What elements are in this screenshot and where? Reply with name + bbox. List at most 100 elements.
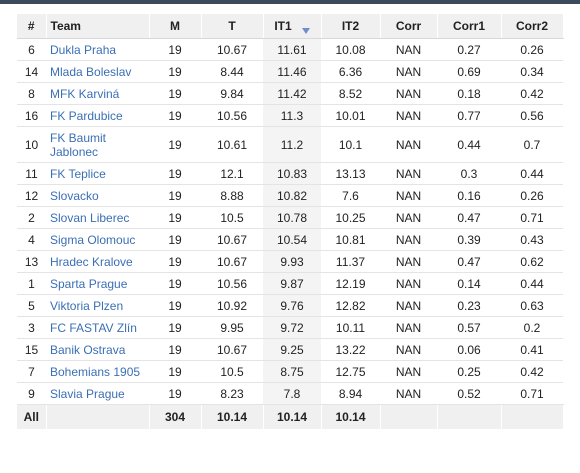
table-row: 2 Slovan Liberec 19 10.5 10.78 10.25 NAN 0.47 0.…	[17, 206, 563, 229]
it2-cell: 12.82	[321, 294, 380, 317]
team-link[interactable]: Banik Ostrava	[46, 338, 149, 361]
corr-cell: NAN	[380, 272, 437, 295]
column-header-t[interactable]: T	[201, 14, 264, 39]
corr-cell: NAN	[380, 316, 437, 339]
it2-cell: 11.37	[321, 250, 380, 273]
corr1-cell: 0.27	[437, 38, 501, 61]
table-row: 15 Banik Ostrava 19 10.67 9.25 13.22 NAN 0.06 0.…	[17, 338, 563, 361]
team-link[interactable]: Bohemians 1905	[46, 360, 149, 383]
t-cell: 10.67	[201, 250, 263, 273]
matches-cell: 19	[149, 250, 201, 273]
header-row: # Team M T IT1 IT2 Corr Corr1 Corr2	[17, 14, 564, 39]
table-row: 13 Hradec Kralove 19 10.67 9.93 11.37 NAN 0.47 0…	[17, 250, 563, 273]
column-header-rank[interactable]: #	[17, 14, 47, 39]
totals-label: All	[17, 404, 47, 429]
corr2-cell: 0.34	[501, 60, 563, 83]
t-cell: 9.84	[201, 82, 263, 105]
column-header-label: IT2	[341, 19, 360, 33]
table-footer: All 304 10.14 10.14 10.14	[17, 404, 564, 429]
t-cell: 8.44	[201, 60, 263, 83]
column-header-m[interactable]: M	[149, 14, 202, 39]
corr1-cell: 0.25	[437, 360, 501, 383]
column-header-label: Corr1	[452, 19, 485, 33]
it2-cell: 12.19	[321, 272, 380, 295]
rank-cell: 6	[17, 38, 46, 61]
rank-cell: 8	[17, 82, 46, 105]
matches-cell: 19	[149, 272, 201, 295]
corr-cell: NAN	[380, 228, 437, 251]
t-cell: 8.88	[201, 184, 263, 207]
corr1-cell: 0.47	[437, 206, 501, 229]
corr-cell: NAN	[380, 250, 437, 273]
corr2-cell: 0.26	[501, 38, 563, 61]
corr2-cell: 0.63	[501, 294, 563, 317]
column-header-label: #	[27, 19, 35, 33]
totals-row: All 304 10.14 10.14 10.14	[17, 404, 564, 429]
t-cell: 12.1	[201, 162, 263, 185]
corr2-cell: 0.62	[501, 250, 563, 273]
it1-cell: 9.76	[263, 294, 321, 317]
corr1-cell: 0.57	[437, 316, 501, 339]
corr1-cell: 0.18	[437, 82, 501, 105]
corr-cell: NAN	[380, 38, 437, 61]
totals-corr2	[501, 404, 564, 429]
team-link[interactable]: Slovan Liberec	[46, 206, 149, 229]
column-header-team[interactable]: Team	[46, 14, 150, 39]
matches-cell: 19	[149, 316, 201, 339]
matches-cell: 19	[149, 104, 201, 127]
rank-cell: 11	[17, 162, 46, 185]
matches-cell: 19	[149, 228, 201, 251]
it1-cell: 9.87	[263, 272, 321, 295]
rank-cell: 7	[17, 360, 46, 383]
team-link[interactable]: Dukla Praha	[46, 38, 149, 61]
table-row: 1 Sparta Prague 19 10.56 9.87 12.19 NAN 0.14 0.4…	[17, 272, 563, 295]
corr-cell: NAN	[380, 162, 437, 185]
rank-cell: 16	[17, 104, 46, 127]
team-link[interactable]: Hradec Kralove	[46, 250, 149, 273]
column-header-corr2[interactable]: Corr2	[501, 14, 564, 39]
team-link[interactable]: MFK Karviná	[46, 82, 149, 105]
corr2-cell: 0.2	[501, 316, 563, 339]
team-stats-table: # Team M T IT1 IT2 Corr Corr1 Corr2 6 Duk…	[17, 14, 564, 429]
team-link[interactable]: Sigma Olomouc	[46, 228, 149, 251]
team-link[interactable]: FK Pardubice	[46, 104, 149, 127]
team-link[interactable]: Mlada Boleslav	[46, 60, 149, 83]
rank-cell: 9	[17, 382, 46, 405]
team-link[interactable]: FK Teplice	[46, 162, 149, 185]
matches-cell: 19	[149, 184, 201, 207]
corr2-cell: 0.71	[501, 206, 563, 229]
corr-cell: NAN	[380, 206, 437, 229]
corr-cell: NAN	[380, 360, 437, 383]
stats-table-container: # Team M T IT1 IT2 Corr Corr1 Corr2 6 Duk…	[17, 14, 564, 429]
it2-cell: 10.81	[321, 228, 380, 251]
totals-team-cell	[46, 404, 150, 429]
totals-it1: 10.14	[263, 404, 322, 429]
corr-cell: NAN	[380, 104, 437, 127]
column-header-corr1[interactable]: Corr1	[437, 14, 502, 39]
corr-cell: NAN	[380, 338, 437, 361]
column-header-it1[interactable]: IT1	[263, 14, 322, 39]
team-link[interactable]: FK Baumit Jablonec	[46, 126, 149, 163]
corr2-cell: 0.44	[501, 162, 563, 185]
team-link[interactable]: Slovacko	[46, 184, 149, 207]
t-cell: 10.5	[201, 360, 263, 383]
it1-cell: 9.72	[263, 316, 321, 339]
rank-cell: 1	[17, 272, 46, 295]
totals-t: 10.14	[201, 404, 264, 429]
team-link[interactable]: FC FASTAV Zlín	[46, 316, 149, 339]
corr-cell: NAN	[380, 294, 437, 317]
rank-cell: 14	[17, 60, 46, 83]
matches-cell: 19	[149, 60, 201, 83]
table-row: 11 FK Teplice 19 12.1 10.83 13.13 NAN 0.3 0.44	[17, 162, 563, 185]
rank-cell: 2	[17, 206, 46, 229]
matches-cell: 19	[149, 360, 201, 383]
team-link[interactable]: Slavia Prague	[46, 382, 149, 405]
team-link[interactable]: Sparta Prague	[46, 272, 149, 295]
column-header-label: Corr2	[515, 19, 548, 33]
column-header-it2[interactable]: IT2	[321, 14, 381, 39]
it1-cell: 9.93	[263, 250, 321, 273]
window-top-border	[0, 0, 580, 4]
corr2-cell: 0.26	[501, 184, 563, 207]
team-link[interactable]: Viktoria Plzen	[46, 294, 149, 317]
column-header-corr[interactable]: Corr	[380, 14, 438, 39]
